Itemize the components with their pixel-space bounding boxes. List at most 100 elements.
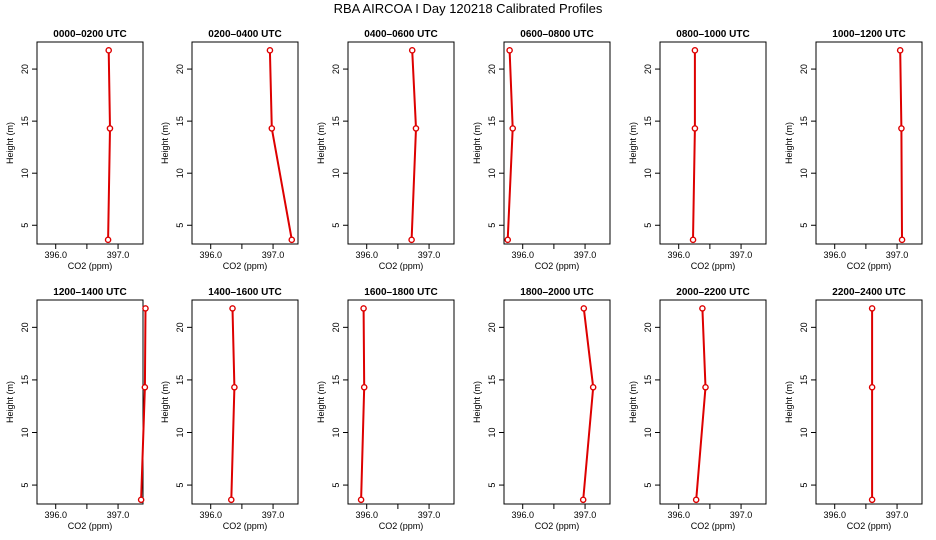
y-tick-label: 5 — [20, 483, 30, 488]
y-tick-label: 5 — [487, 483, 497, 488]
x-axis-label: CO2 (ppm) — [68, 261, 113, 271]
data-point — [105, 47, 113, 54]
y-tick-label: 5 — [799, 483, 809, 488]
y-tick-label: 15 — [20, 116, 30, 126]
y-tick-label: 20 — [643, 64, 653, 74]
panel-title: 1000–1200 UTC — [832, 29, 905, 40]
profile-line — [360, 308, 366, 500]
profile-line — [268, 50, 293, 240]
data-point — [288, 236, 296, 244]
y-tick-label: 20 — [487, 64, 497, 74]
profile-line — [506, 50, 514, 240]
data-point — [266, 47, 274, 54]
x-tick-label: 396.0 — [355, 510, 378, 520]
y-tick-label: 5 — [487, 223, 497, 228]
y-tick-label: 15 — [175, 375, 185, 385]
data-point — [412, 125, 420, 132]
x-tick-label: 397.0 — [730, 250, 753, 260]
y-tick-label: 10 — [331, 427, 341, 437]
x-axis-label: CO2 (ppm) — [691, 521, 736, 531]
y-tick-label: 20 — [20, 322, 30, 332]
y-axis-label: Height (m) — [472, 381, 482, 423]
data-point — [141, 383, 149, 391]
x-tick-label: 397.0 — [886, 510, 909, 520]
profile-line — [899, 50, 903, 240]
data-point — [504, 236, 512, 244]
data-point — [868, 383, 876, 391]
data-point — [898, 125, 905, 132]
y-tick-label: 20 — [487, 322, 497, 332]
y-tick-label: 10 — [175, 168, 185, 178]
plot-frame — [347, 299, 455, 505]
y-axis-label: Height (m) — [5, 122, 15, 164]
data-point — [699, 305, 706, 312]
plot-frame — [191, 299, 299, 505]
panel-title: 1200–1400 UTC — [53, 287, 126, 298]
data-point — [689, 236, 697, 244]
y-tick-label: 10 — [487, 168, 497, 178]
x-tick-label: 396.0 — [511, 510, 534, 520]
plot-frame — [347, 41, 455, 245]
panel-title: 2000–2200 UTC — [676, 287, 749, 298]
x-tick-label: 396.0 — [667, 510, 690, 520]
x-tick-label: 397.0 — [574, 250, 597, 260]
y-tick-label: 15 — [331, 375, 341, 385]
y-tick-label: 10 — [175, 427, 185, 437]
y-axis-label: Height (m) — [784, 381, 794, 423]
x-axis-label: CO2 (ppm) — [847, 261, 892, 271]
y-tick-label: 10 — [643, 427, 653, 437]
y-tick-label: 10 — [331, 168, 341, 178]
panel-title: 1600–1800 UTC — [364, 287, 437, 298]
plot-frame — [503, 299, 611, 505]
x-tick-label: 396.0 — [355, 250, 378, 260]
x-axis-label: CO2 (ppm) — [223, 261, 268, 271]
data-point — [104, 236, 112, 244]
x-tick-label: 397.0 — [574, 510, 597, 520]
data-point — [509, 125, 517, 132]
x-axis-label: CO2 (ppm) — [535, 521, 580, 531]
y-axis-label: Height (m) — [628, 381, 638, 423]
panel-title: 0800–1000 UTC — [676, 29, 749, 40]
data-point — [691, 125, 699, 132]
profile-line — [692, 50, 696, 240]
y-tick-label: 15 — [331, 116, 341, 126]
x-tick-label: 397.0 — [418, 250, 441, 260]
y-tick-label: 10 — [799, 427, 809, 437]
data-point — [408, 236, 415, 244]
plot-frame — [815, 299, 923, 505]
data-point — [106, 125, 114, 132]
plot-frame — [191, 41, 299, 245]
y-tick-label: 15 — [20, 375, 30, 385]
data-point — [360, 305, 367, 312]
y-axis-label: Height (m) — [160, 381, 170, 423]
y-tick-label: 10 — [20, 168, 30, 178]
profile-line — [410, 50, 418, 240]
data-point — [868, 305, 876, 312]
y-tick-label: 15 — [799, 116, 809, 126]
x-axis-label: CO2 (ppm) — [535, 261, 580, 271]
data-point — [579, 496, 587, 504]
data-point — [137, 496, 145, 504]
data-point — [506, 47, 513, 54]
y-tick-label: 5 — [643, 483, 653, 488]
data-point — [231, 383, 238, 391]
profile-line — [695, 308, 707, 500]
y-tick-label: 5 — [175, 223, 185, 228]
y-tick-label: 10 — [20, 427, 30, 437]
profile-line — [582, 308, 595, 500]
y-axis-label: Height (m) — [784, 122, 794, 164]
data-point — [408, 47, 416, 54]
x-tick-label: 397.0 — [886, 250, 909, 260]
x-tick-label: 397.0 — [418, 510, 441, 520]
y-axis-label: Height (m) — [628, 122, 638, 164]
plot-frame — [815, 41, 923, 245]
y-axis-label: Height (m) — [160, 122, 170, 164]
data-point — [227, 496, 235, 504]
y-tick-label: 15 — [799, 375, 809, 385]
